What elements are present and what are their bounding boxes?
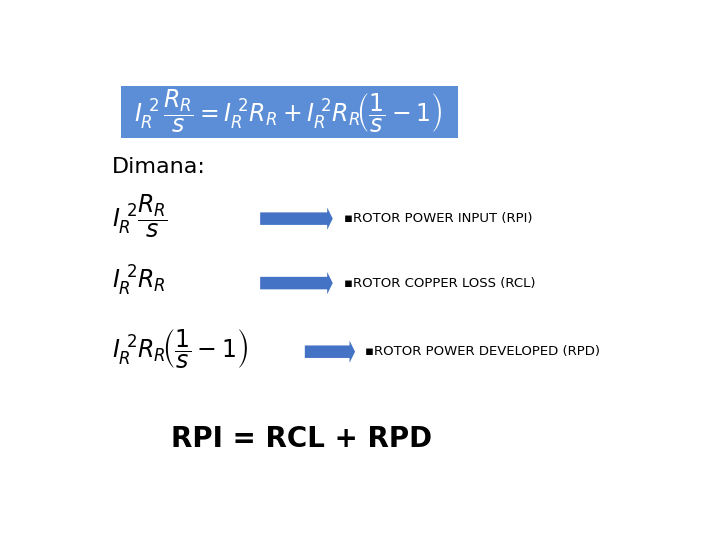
Text: ▪ROTOR POWER INPUT (RPI): ▪ROTOR POWER INPUT (RPI) — [344, 212, 532, 225]
Text: RPI = RCL + RPD: RPI = RCL + RPD — [171, 425, 433, 453]
Text: $\mathit{I}_{\mathit{R}}^{\ 2}\dfrac{\mathit{R}_{\mathit{R}}}{\mathit{s}}$: $\mathit{I}_{\mathit{R}}^{\ 2}\dfrac{\ma… — [112, 193, 168, 240]
Text: ▪ROTOR COPPER LOSS (RCL): ▪ROTOR COPPER LOSS (RCL) — [344, 276, 536, 289]
Text: ▪ROTOR POWER DEVELOPED (RPD): ▪ROTOR POWER DEVELOPED (RPD) — [365, 345, 600, 358]
Text: $\mathit{I}_{\mathit{R}}^{\ 2}\mathit{R}_{\mathit{R}}$: $\mathit{I}_{\mathit{R}}^{\ 2}\mathit{R}… — [112, 264, 166, 298]
Text: $\mathit{I}_{\mathit{R}}^{\ 2}\mathit{R}_{\mathit{R}}\!\left(\dfrac{1}{\mathit{s: $\mathit{I}_{\mathit{R}}^{\ 2}\mathit{R}… — [112, 328, 248, 372]
Text: $\mathit{I}_{\mathit{R}}^{\ 2}\,\dfrac{\mathit{R}_{\mathit{R}}}{\mathit{s}} = \m: $\mathit{I}_{\mathit{R}}^{\ 2}\,\dfrac{\… — [134, 87, 442, 135]
FancyBboxPatch shape — [121, 85, 459, 138]
Text: Dimana:: Dimana: — [112, 157, 206, 177]
